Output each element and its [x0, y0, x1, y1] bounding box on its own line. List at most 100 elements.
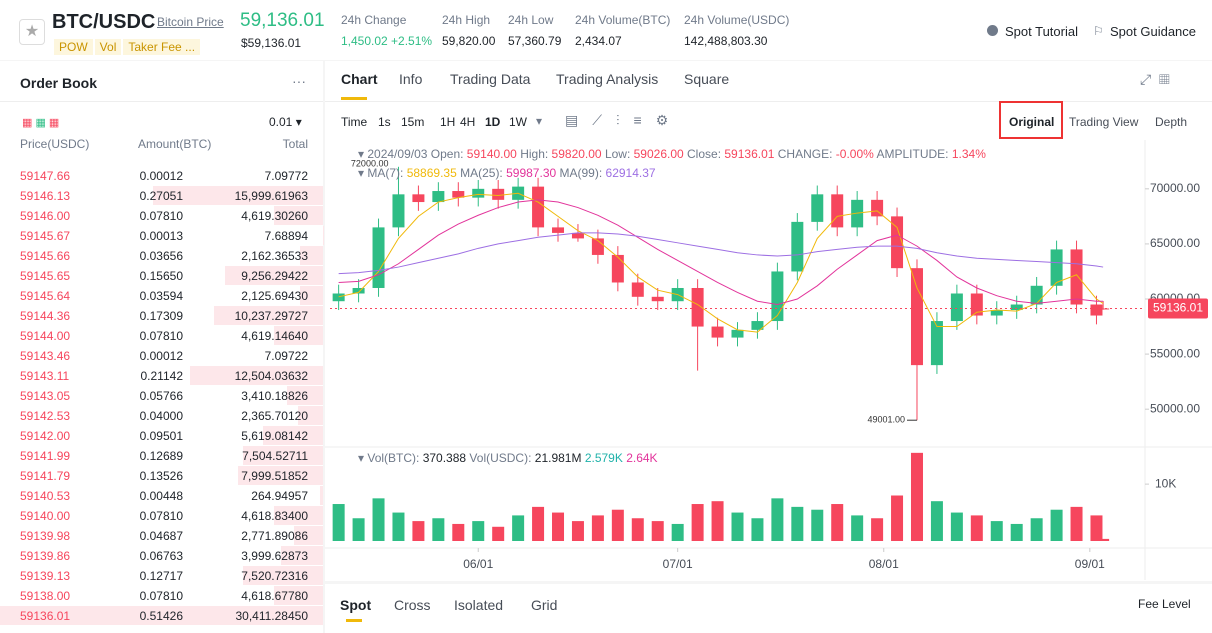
interval[interactable]: 1H: [440, 115, 456, 129]
depth-bar: [238, 466, 323, 485]
tags: POW Vol Taker Fee ...: [54, 38, 202, 56]
ask-amount: 0.51426: [139, 609, 183, 623]
ask-price: 59144.00: [20, 329, 71, 343]
view-tradingview[interactable]: Trading View: [1069, 115, 1139, 129]
depth-bar: [273, 326, 323, 345]
ma-info: ▾ MA(7): 58869.35 MA(25): 59987.30 MA(99…: [358, 166, 656, 180]
volume-bar: [332, 504, 345, 541]
info-value: -0.00%: [836, 147, 877, 161]
divider: [325, 101, 1212, 102]
candle-body: [492, 188, 505, 200]
ask-total: 2,771.89086: [241, 529, 308, 543]
interval[interactable]: 1D: [485, 115, 501, 129]
order-book-title: Order Book: [20, 75, 98, 91]
bottom-tab[interactable]: Cross: [394, 597, 431, 613]
vol-value: 21.981M: [535, 451, 585, 465]
ask-price: 59142.53: [20, 409, 71, 423]
depth-bar: [0, 606, 323, 625]
interval-more[interactable]: ▾: [536, 114, 543, 128]
candle-body: [1050, 249, 1063, 286]
ask-price: 59136.01: [20, 609, 71, 623]
interval[interactable]: 1W: [509, 115, 527, 129]
highlight-box: [999, 101, 1063, 139]
ma-value: 59987.30: [506, 166, 559, 180]
ask-total: 12,504.03632: [234, 369, 308, 383]
volume-bar: [1097, 538, 1110, 541]
ask-total: 7,504.52711: [242, 449, 308, 463]
ask-amount: 0.27051: [139, 189, 183, 203]
tab[interactable]: Square: [684, 71, 730, 87]
tab[interactable]: Chart: [341, 71, 378, 87]
candle-body: [731, 329, 744, 338]
tab[interactable]: Trading Analysis: [556, 71, 659, 87]
interval[interactable]: 1s: [378, 115, 391, 129]
ask-total: 2,365.70120: [241, 409, 308, 423]
stat-value: 142,488,803.30: [684, 34, 768, 48]
ask-amount: 0.06763: [139, 549, 183, 563]
ask-total: 4,619.14640: [241, 329, 308, 343]
interval[interactable]: 15m: [401, 115, 425, 129]
ask-price: 59139.86: [20, 549, 71, 563]
interval[interactable]: 4H: [460, 115, 476, 129]
fullscreen[interactable]: ⤢ ▦: [1140, 71, 1170, 87]
vol-label: Vol(USDC):: [469, 451, 534, 465]
ohlc-info: ▾ 2024/09/03 Open: 59140.00 High: 59820.…: [358, 147, 986, 161]
view-toggle[interactable]: ▦ ▦ ▦: [22, 117, 60, 129]
caret: ▾: [358, 451, 367, 465]
tag[interactable]: POW: [54, 39, 93, 55]
price-link[interactable]: Bitcoin Price: [157, 15, 224, 29]
volume-bar: [352, 518, 365, 541]
spot-guidance[interactable]: Spot Guidance: [1110, 24, 1197, 39]
depth-bar: [214, 306, 323, 325]
ask-total: 4,619.30260: [241, 209, 308, 223]
ask-amount: 0.00012: [139, 169, 183, 183]
candle-body: [552, 227, 565, 233]
ask-price: 59144.36: [20, 309, 71, 323]
col-price: Price(USDC): [20, 137, 90, 151]
ask-price: 59145.64: [20, 289, 71, 303]
volume-bar: [851, 515, 864, 541]
spot-tutorial[interactable]: Spot Tutorial: [1005, 24, 1078, 39]
ma-value: 58869.35: [407, 166, 460, 180]
bottom-tab[interactable]: Grid: [531, 597, 558, 613]
stat-label: 24h Low: [508, 13, 554, 27]
candle-body: [372, 227, 385, 288]
tab[interactable]: Trading Data: [450, 71, 531, 87]
view-original[interactable]: Original: [1009, 115, 1055, 129]
tab[interactable]: Info: [399, 71, 423, 87]
candle-body: [392, 194, 405, 228]
volume-bar: [771, 498, 784, 541]
depth-bar: [224, 266, 323, 285]
ask-total: 7,520.72316: [241, 569, 308, 583]
favorite-star[interactable]: ★: [19, 19, 45, 45]
depth-bar: [286, 386, 323, 405]
bottom-tab[interactable]: Isolated: [454, 597, 504, 613]
info-label: AMPLITUDE:: [876, 147, 951, 161]
ask-price: 59142.00: [20, 429, 71, 443]
ask-price: 59143.46: [20, 349, 71, 363]
more[interactable]: ···: [292, 73, 306, 89]
info-value: 59136.01: [724, 147, 777, 161]
bottom-tab[interactable]: Spot: [340, 597, 372, 613]
trade-panel: [325, 584, 1212, 633]
depth-bar: [293, 526, 323, 545]
tag[interactable]: Vol: [94, 39, 122, 55]
fee-level[interactable]: Fee Level: [1138, 597, 1191, 611]
volume-bar: [871, 518, 884, 541]
info-label: Open:: [431, 147, 467, 161]
ask-amount: 0.00012: [139, 349, 183, 363]
ask-amount: 0.12689: [139, 449, 183, 463]
volume-bar: [392, 512, 405, 541]
step[interactable]: 0.01 ▾: [269, 115, 302, 129]
depth-bar: [320, 486, 323, 505]
tag[interactable]: Taker Fee ...: [123, 39, 201, 55]
ask-amount: 0.21142: [140, 369, 184, 383]
ma-value: 62914.37: [606, 166, 656, 180]
info-value: 59140.00: [467, 147, 520, 161]
ask-total: 15,999.61963: [234, 189, 308, 203]
volume-bar: [1090, 515, 1103, 541]
candle-body: [771, 271, 784, 322]
ask-amount: 0.03594: [139, 289, 183, 303]
view-depth[interactable]: Depth: [1155, 115, 1188, 129]
tool-icons[interactable]: ▤⟋⫶≡⚙: [565, 112, 683, 128]
